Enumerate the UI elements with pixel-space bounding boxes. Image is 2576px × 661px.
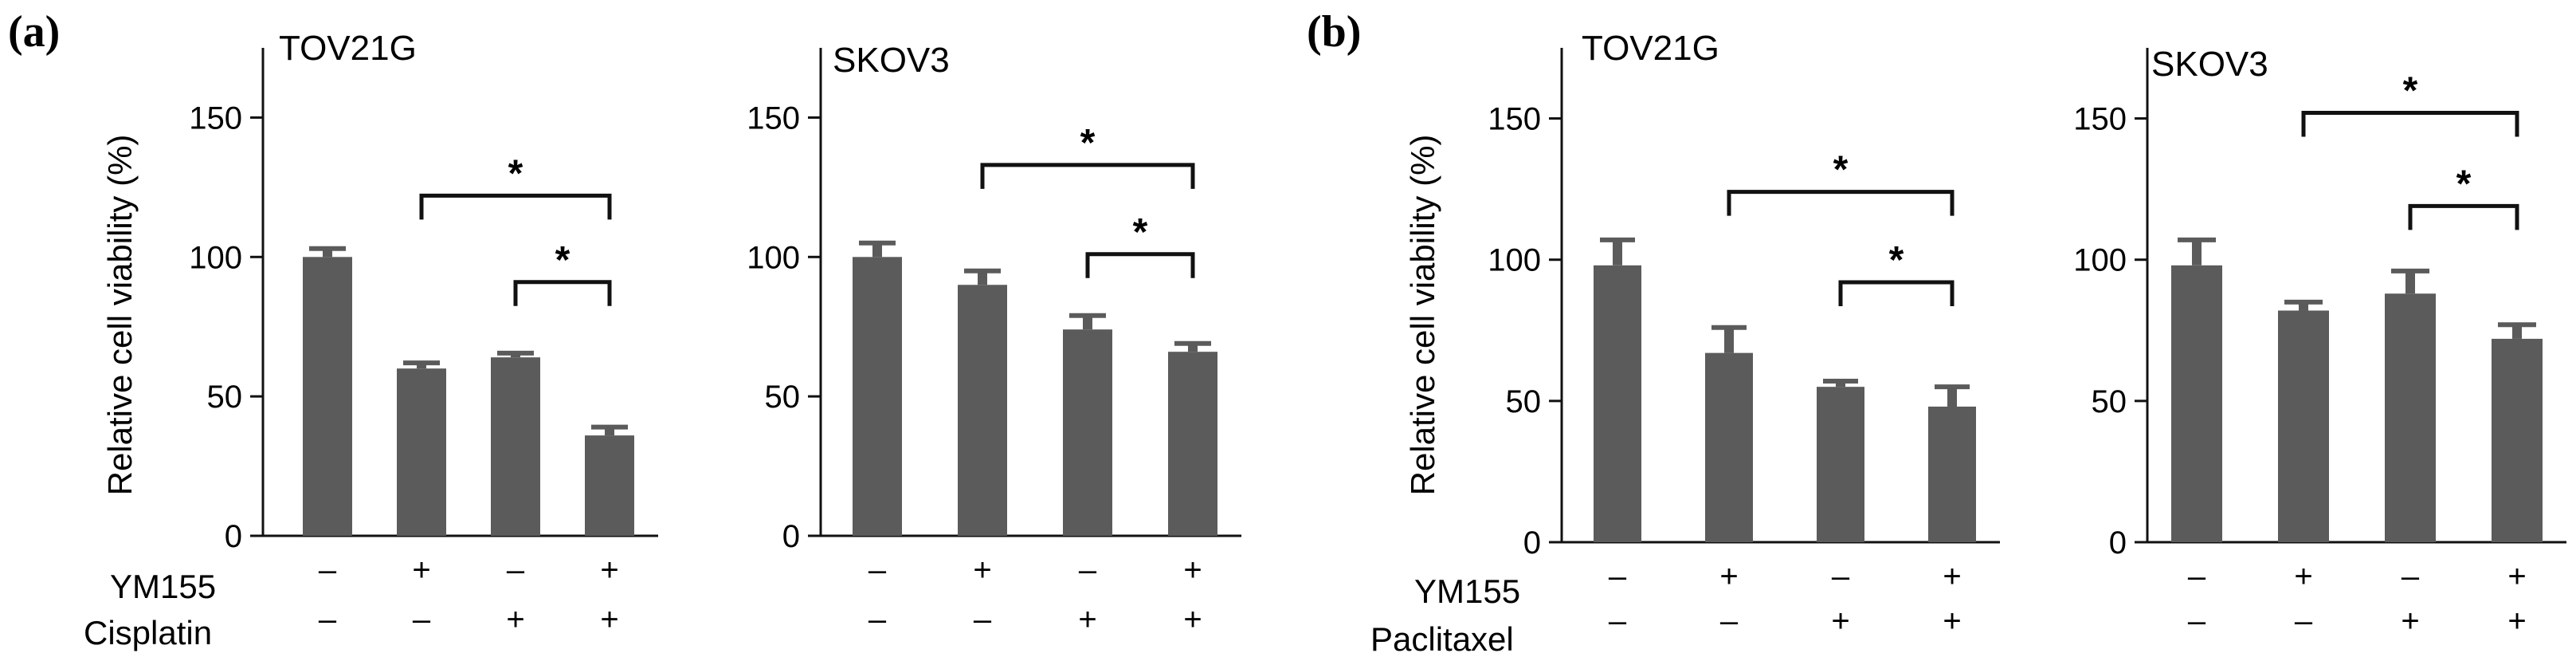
- chart-1-ytick-label-2: 100: [747, 240, 800, 275]
- chart-0-sig-star-0: *: [508, 152, 523, 195]
- chart-3-bar-3: [2492, 338, 2543, 542]
- chart-0-bar-2: [491, 357, 540, 536]
- chart-3-bar-2: [2385, 293, 2436, 542]
- chart-2: TOV21G 0 50 100 150 – – + – – + + + * *: [1488, 29, 2000, 639]
- chart-3-ytick-label-3: 150: [2073, 102, 2127, 137]
- chart-3-sign-paclitaxel-1: –: [2295, 604, 2313, 639]
- chart-1-sign-cisplatin-2: +: [1078, 602, 1096, 637]
- chart-0-sign-cisplatin-3: +: [600, 602, 618, 637]
- chart-0-sign-cisplatin-1: –: [413, 602, 431, 637]
- chart-3-sign-ym155-1: +: [2294, 559, 2312, 594]
- chart-3-bar-0: [2171, 265, 2222, 542]
- chart-0-sig-bracket-1: [513, 280, 612, 306]
- chart-3-ytick-label-2: 100: [2073, 243, 2127, 278]
- chart-2-sig-star-1: *: [1889, 239, 1904, 281]
- chart-1-sign-cisplatin-0: –: [868, 602, 887, 637]
- panel-b-row-label-ym155: YM155: [1414, 572, 1520, 610]
- chart-0-sign-cisplatin-0: –: [319, 602, 337, 637]
- chart-1-bar-2: [1063, 329, 1112, 536]
- chart-1-ytick-label-3: 150: [747, 100, 800, 136]
- chart-2-sign-paclitaxel-2: +: [1831, 604, 1849, 639]
- chart-2-sign-paclitaxel-0: –: [1609, 604, 1627, 639]
- chart-0-sign-ym155-0: –: [319, 553, 337, 588]
- chart-2-bar-1: [1705, 352, 1753, 542]
- chart-1-sig-star-1: *: [1133, 211, 1148, 254]
- chart-3: SKOV3 0 50 100 150 – – + – – + + + * *: [2073, 45, 2566, 639]
- chart-0: TOV21G 0 50 100 150 – – + – – + + + * *: [189, 29, 658, 637]
- chart-2-sign-ym155-1: +: [1719, 559, 1738, 594]
- chart-0-sign-ym155-2: –: [507, 553, 525, 588]
- chart-3-ytick-label-1: 50: [2092, 384, 2127, 419]
- chart-1: SKOV3 0 50 100 150 – – + – – + + + * *: [747, 41, 1241, 637]
- chart-0-bar-1: [397, 368, 446, 536]
- chart-3-sign-paclitaxel-0: –: [2188, 604, 2206, 639]
- chart-1-title: SKOV3: [833, 41, 950, 80]
- chart-1-ytick-label-0: 0: [782, 519, 800, 554]
- chart-0-title: TOV21G: [279, 29, 417, 68]
- chart-3-sign-paclitaxel-3: +: [2507, 604, 2526, 639]
- chart-1-ytick-label-1: 50: [765, 380, 801, 415]
- chart-1-bar-0: [853, 257, 902, 536]
- chart-3-sig-bracket-0: [2301, 110, 2519, 137]
- panel-b-ylabel: Relative cell viability (%): [1404, 135, 1441, 496]
- chart-3-sig-bracket-1: [2408, 203, 2519, 230]
- chart-2-sig-star-0: *: [1833, 149, 1849, 191]
- chart-3-sign-ym155-0: –: [2188, 559, 2206, 594]
- chart-1-sig-bracket-0: [980, 163, 1195, 189]
- chart-0-ytick-label-3: 150: [189, 100, 242, 136]
- panel-letter-a: (a): [8, 7, 60, 57]
- chart-1-sign-ym155-1: +: [973, 553, 991, 588]
- panel-a-ylabel: Relative cell viability (%): [101, 135, 139, 496]
- chart-1-bar-3: [1168, 352, 1217, 536]
- chart-3-ytick-label-0: 0: [2109, 525, 2127, 561]
- panel-letter-b: (b): [1307, 7, 1361, 57]
- chart-3-bar-1: [2278, 310, 2329, 542]
- chart-1-sign-ym155-0: –: [868, 553, 887, 588]
- chart-2-ytick-label-2: 100: [1488, 243, 1541, 278]
- chart-2-sig-bracket-0: [1727, 190, 1955, 216]
- chart-2-ytick-label-0: 0: [1523, 525, 1541, 561]
- chart-0-sign-ym155-1: +: [412, 553, 430, 588]
- chart-3-sign-ym155-3: +: [2507, 559, 2526, 594]
- chart-1-sign-cisplatin-1: –: [974, 602, 992, 637]
- panel-a-row-label-ym155: YM155: [110, 568, 216, 605]
- chart-0-sig-bracket-0: [419, 193, 612, 220]
- charts-group: TOV21G 0 50 100 150 – – + – – + + + * * SKOV3 0 50 100 150 –…: [189, 29, 2566, 639]
- chart-1-sig-bracket-1: [1085, 252, 1195, 278]
- chart-0-ytick-label-0: 0: [225, 519, 242, 554]
- chart-2-sign-ym155-2: –: [1832, 559, 1850, 594]
- chart-2-bar-2: [1817, 387, 1864, 542]
- chart-2-bar-0: [1594, 265, 1641, 542]
- chart-3-title: SKOV3: [2151, 45, 2268, 84]
- panel-b-row-label-paclitaxel: Paclitaxel: [1370, 620, 1514, 658]
- chart-2-bar-3: [1928, 406, 1976, 542]
- chart-1-bar-1: [958, 285, 1007, 536]
- chart-2-sign-ym155-0: –: [1609, 559, 1627, 594]
- chart-0-sig-star-1: *: [555, 239, 570, 281]
- chart-0-ytick-label-1: 50: [207, 380, 243, 415]
- panel-a-row-label-cisplatin: Cisplatin: [84, 614, 212, 651]
- chart-2-title: TOV21G: [1582, 29, 1719, 68]
- chart-2-sign-ym155-3: +: [1943, 559, 1961, 594]
- chart-0-bar-3: [585, 435, 634, 536]
- chart-2-sign-paclitaxel-1: –: [1720, 604, 1739, 639]
- chart-0-sign-ym155-3: +: [600, 553, 618, 588]
- chart-1-sign-ym155-3: +: [1183, 553, 1202, 588]
- chart-3-sig-star-1: *: [2456, 163, 2472, 205]
- chart-0-ytick-label-2: 100: [189, 240, 242, 275]
- chart-3-sign-paclitaxel-2: +: [2401, 604, 2419, 639]
- chart-3-sig-star-0: *: [2403, 69, 2418, 112]
- chart-0-bar-0: [303, 257, 352, 536]
- chart-1-sign-ym155-2: –: [1079, 553, 1097, 588]
- chart-1-sig-star-0: *: [1080, 122, 1096, 164]
- chart-2-sig-bracket-1: [1838, 280, 1955, 307]
- chart-2-ytick-label-3: 150: [1488, 102, 1541, 137]
- chart-0-sign-cisplatin-2: +: [506, 602, 524, 637]
- chart-3-sign-ym155-2: –: [2402, 559, 2420, 594]
- chart-2-sign-paclitaxel-3: +: [1943, 604, 1961, 639]
- chart-2-ytick-label-1: 50: [1506, 384, 1542, 419]
- chart-1-sign-cisplatin-3: +: [1183, 602, 1202, 637]
